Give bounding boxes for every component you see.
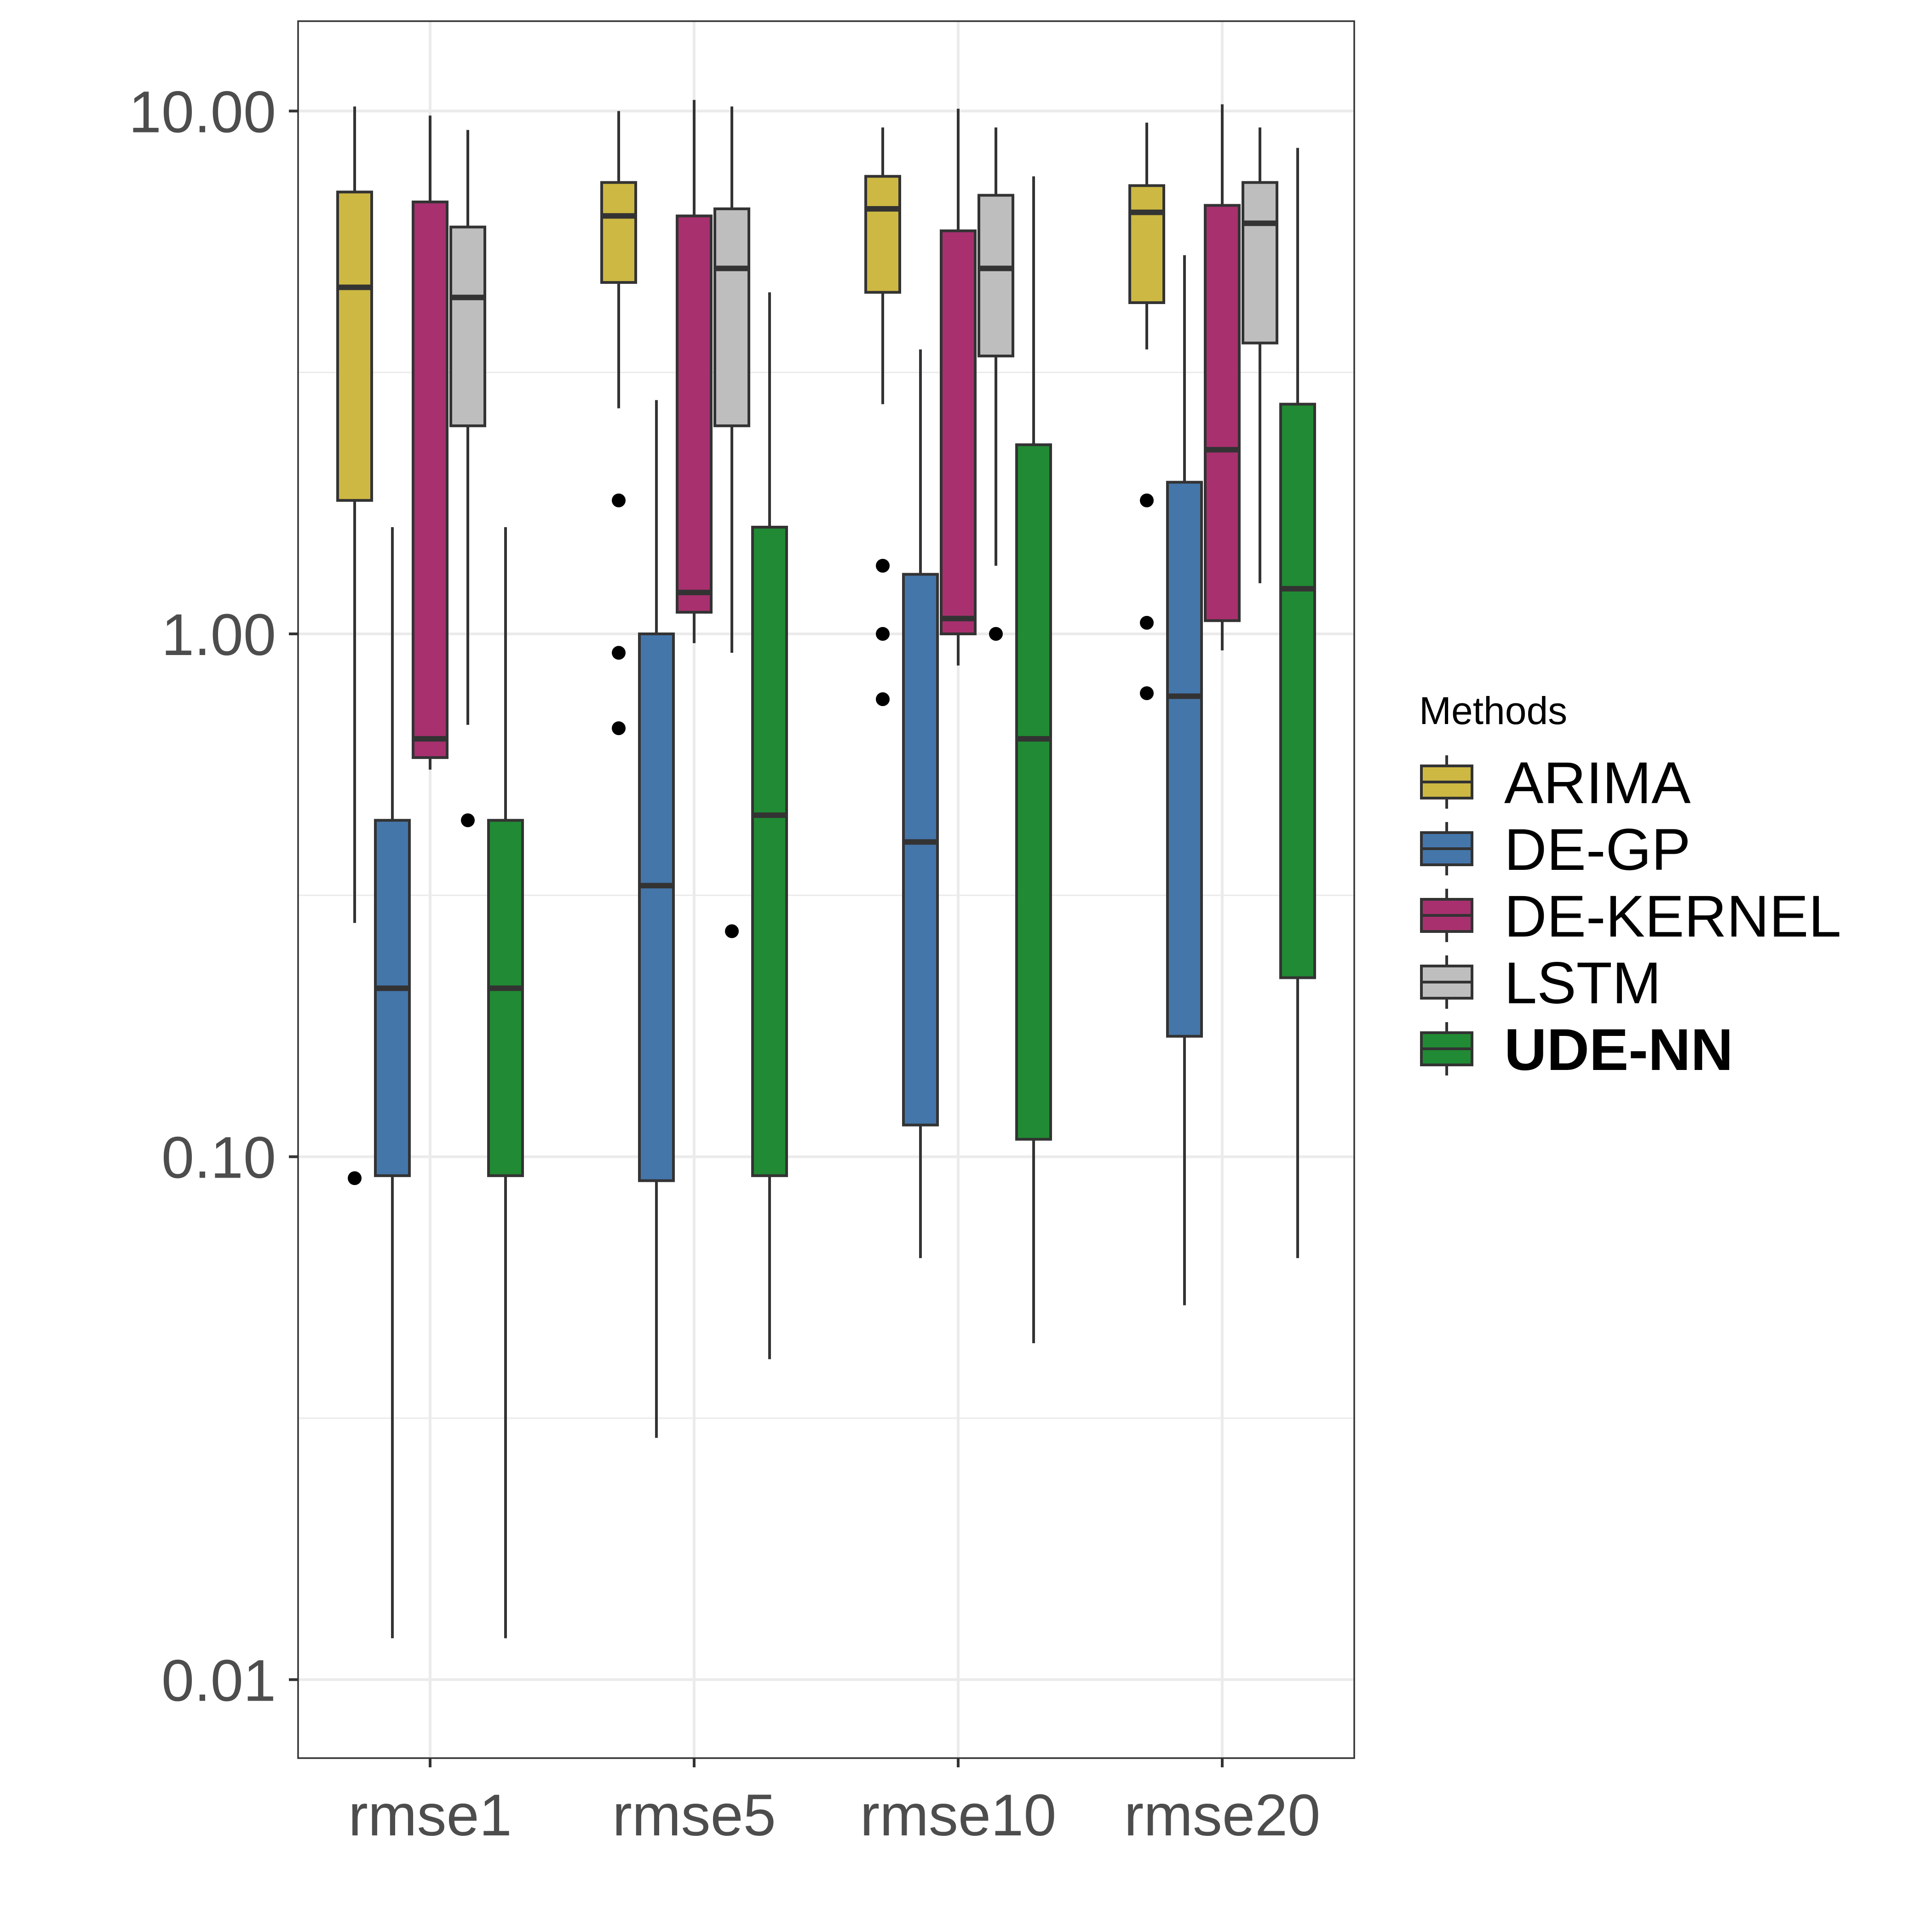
outlier-point: [348, 1171, 362, 1185]
box-arima-rmse20: [1128, 122, 1165, 701]
box-de-gp-rmse10: [902, 349, 939, 1258]
outlier-point: [1140, 686, 1154, 701]
box-ude-nn-rmse10: [1015, 176, 1052, 1343]
box-body: [449, 225, 486, 427]
outlier-point: [461, 813, 475, 828]
box-de-gp-rmse20: [1166, 255, 1203, 1305]
outlier-point: [725, 924, 739, 938]
box-de-gp-rmse1: [374, 527, 411, 1639]
y-tick-label: 1.00: [161, 602, 276, 668]
legend-label: ARIMA: [1504, 750, 1691, 816]
x-tick-label: rmse20: [1124, 1782, 1321, 1848]
box-body: [864, 175, 901, 294]
legend-item-de-gp: DE-GP: [1420, 817, 1690, 883]
box-body: [1279, 402, 1316, 979]
box-body: [412, 201, 448, 759]
outlier-point: [612, 646, 626, 660]
legend-title: Methods: [1419, 689, 1567, 732]
legend-label: LSTM: [1504, 950, 1661, 1016]
boxes: [336, 100, 1316, 1639]
box-body: [1015, 443, 1052, 1141]
box-ude-nn-rmse5: [751, 292, 788, 1359]
box-lstm-rmse20: [1242, 127, 1278, 583]
box-lstm-rmse10: [978, 127, 1014, 641]
box-lstm-rmse5: [713, 106, 750, 938]
box-arima-rmse5: [600, 111, 637, 736]
outlier-point: [876, 692, 890, 707]
legend-label: DE-KERNEL: [1504, 884, 1841, 949]
legend-item-arima: ARIMA: [1420, 750, 1691, 816]
outlier-point: [612, 493, 626, 507]
box-body: [487, 819, 524, 1177]
box-arima-rmse10: [864, 127, 901, 707]
box-body: [1204, 204, 1241, 622]
box-body: [1128, 184, 1165, 304]
box-body: [676, 214, 713, 614]
outlier-point: [612, 721, 626, 736]
box-body: [374, 819, 411, 1177]
box-body: [978, 194, 1014, 357]
x-tick-label: rmse10: [860, 1782, 1057, 1848]
y-tick-label: 0.01: [161, 1648, 276, 1714]
box-ude-nn-rmse1: [487, 527, 524, 1639]
box-de-gp-rmse5: [638, 400, 675, 1438]
box-de-kernel-rmse20: [1204, 104, 1241, 650]
legend-item-ude-nn: UDE-NN: [1420, 1017, 1733, 1083]
box-body: [902, 573, 939, 1127]
legend-label: DE-GP: [1504, 817, 1690, 883]
outlier-point: [1140, 615, 1154, 630]
box-body: [336, 190, 373, 502]
legend-label: UDE-NN: [1504, 1017, 1733, 1083]
box-body: [1242, 181, 1278, 345]
box-body: [751, 525, 788, 1177]
x-tick-label: rmse5: [612, 1782, 776, 1848]
box-ude-nn-rmse20: [1279, 148, 1316, 1258]
box-body: [638, 632, 675, 1182]
box-de-kernel-rmse10: [940, 109, 977, 666]
outlier-point: [989, 627, 1003, 641]
y-tick-label: 0.10: [161, 1125, 276, 1191]
box-body: [600, 181, 637, 284]
box-body: [1166, 481, 1203, 1038]
panel-border: [297, 20, 1355, 1759]
outlier-point: [1140, 493, 1154, 507]
box-body: [940, 229, 977, 635]
outlier-point: [876, 558, 890, 573]
box-de-kernel-rmse5: [676, 100, 713, 644]
box-arima-rmse1: [336, 106, 373, 1185]
legend-item-lstm: LSTM: [1420, 950, 1661, 1016]
x-tick-label: rmse1: [348, 1782, 512, 1848]
box-body: [713, 207, 750, 427]
legend-item-de-kernel: DE-KERNEL: [1420, 884, 1841, 949]
axes: 0.01 0.10 1.00 10.00 rmse1 rmse5 rmse10 rmse20: [129, 79, 1321, 1848]
box-de-kernel-rmse1: [412, 115, 448, 770]
box-lstm-rmse1: [449, 130, 486, 828]
y-tick-label: 10.00: [129, 79, 276, 145]
outlier-point: [876, 627, 890, 641]
